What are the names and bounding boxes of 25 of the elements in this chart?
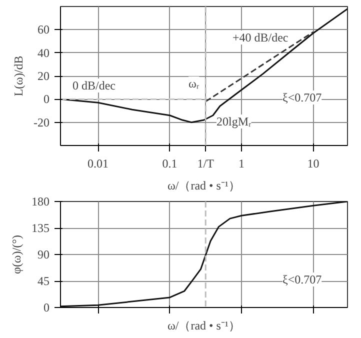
y-tick-label: 0 (44, 300, 50, 314)
x-tick-label: 0.01 (88, 156, 109, 170)
y-tick-label: -20 (34, 115, 50, 130)
y-tick-label: 40 (38, 46, 50, 60)
y-tick-label: 20 (38, 69, 50, 83)
x-axis-title: ω/（rad • s⁻¹） (167, 178, 241, 192)
y-tick-label: 60 (38, 22, 50, 37)
y-tick-label: 180 (32, 194, 50, 208)
y-axis-title: L(ω)/dB (12, 56, 26, 96)
annotation: ξ<0.707 (282, 90, 322, 104)
y-tick-label: 90 (38, 248, 50, 262)
y-tick-label: 0 (44, 92, 50, 106)
y-axis-title: φ(ω)/(°) (10, 235, 24, 274)
annotation: ξ<0.707 (282, 272, 322, 286)
ref-line-label: 1/T (197, 156, 215, 170)
annotation: ωᵣ (188, 76, 200, 90)
x-tick-label: 1 (238, 156, 245, 170)
annotation: +40 dB/dec (232, 30, 288, 44)
y-tick-label: 45 (38, 274, 50, 288)
x-tick-label: 0.1 (162, 156, 178, 170)
annotation: 20lgMᵣ (216, 114, 252, 128)
x-tick-label: 10 (307, 156, 320, 170)
x-axis-title: ω/（rad • s⁻¹） (167, 318, 241, 332)
y-tick-label: 135 (32, 221, 50, 235)
annotation: 0 dB/dec (72, 78, 116, 92)
